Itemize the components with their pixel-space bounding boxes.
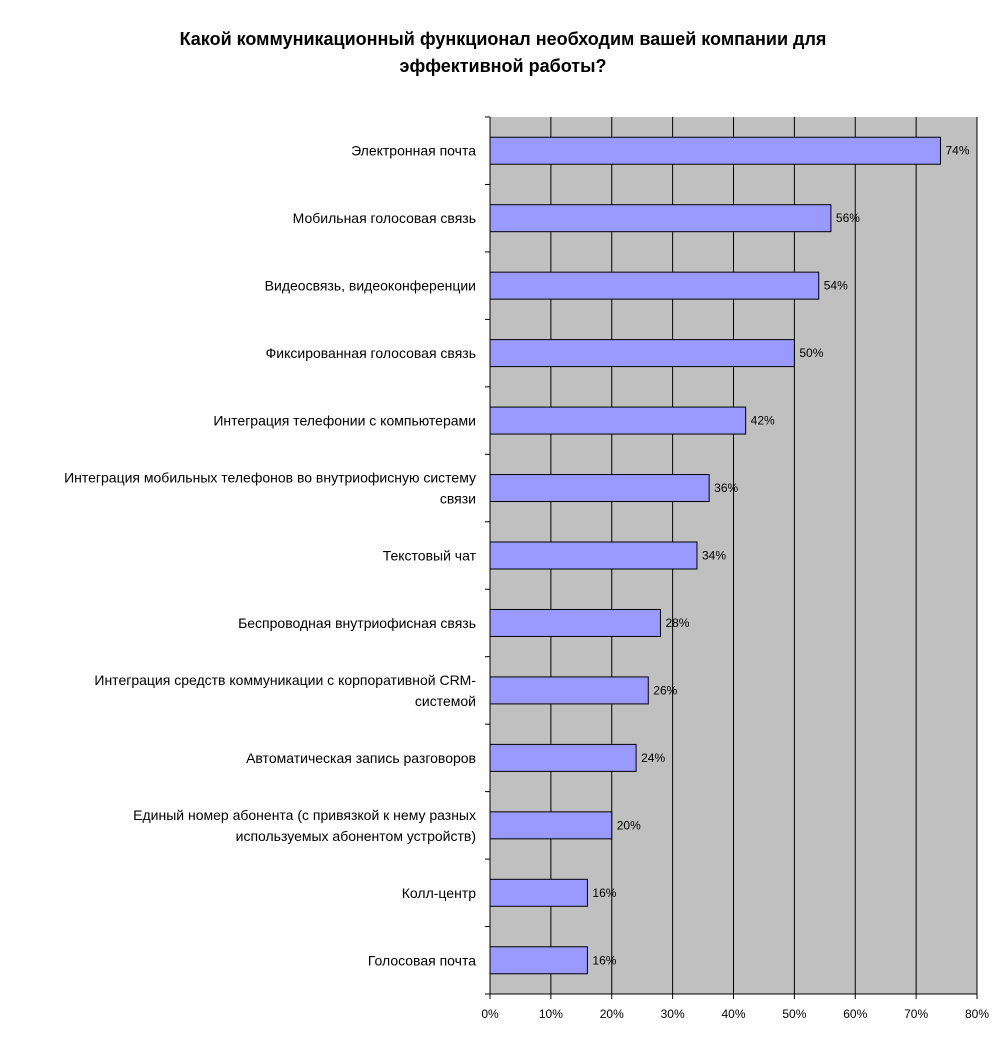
bar	[489, 474, 710, 503]
bar	[489, 743, 637, 772]
data-label: 24%	[641, 751, 665, 765]
bar	[489, 204, 832, 233]
data-label: 34%	[702, 549, 726, 563]
data-label: 42%	[751, 414, 775, 428]
category-label: Единый номер абонента (с привязкой к нем…	[133, 807, 476, 823]
data-label: 16%	[592, 953, 616, 967]
data-label: 36%	[714, 481, 738, 495]
category-label: Фиксированная голосовая связь	[266, 345, 476, 361]
data-label: 20%	[617, 818, 641, 832]
x-tick-labels: 0% 10% 20% 30% 40% 50% 60% 70% 80%	[481, 1007, 989, 1021]
x-tick-label: 80%	[965, 1007, 989, 1021]
bar	[489, 136, 941, 165]
bar	[489, 541, 698, 570]
x-tick-label: 60%	[843, 1007, 867, 1021]
bar	[489, 878, 588, 907]
bar	[489, 406, 747, 435]
x-tick-label: 10%	[539, 1007, 563, 1021]
data-label: 56%	[836, 211, 860, 225]
data-labels: 74% 56% 54% 50% 42% 36% 34% 28% 26% 24% 20% 16% 16%	[592, 144, 969, 968]
category-label: Электронная почта	[351, 143, 476, 159]
category-label: Текстовый чат	[383, 548, 477, 564]
category-label: Видеосвязь, видеоконференции	[265, 278, 476, 294]
category-label: Колл-центр	[402, 885, 476, 901]
category-label: Беспроводная внутриофисная связь	[238, 615, 476, 631]
category-label: Интеграция телефонии с компьютерами	[213, 413, 476, 429]
bar	[489, 811, 613, 840]
x-tick-label: 0%	[481, 1007, 499, 1021]
category-label: Интеграция средств коммуникации с корпор…	[94, 672, 476, 688]
category-label: системой	[415, 693, 476, 709]
category-labels: Электронная почта Мобильная голосовая свя…	[64, 143, 477, 969]
data-label: 50%	[799, 346, 823, 360]
data-label: 26%	[653, 683, 677, 697]
bar	[489, 946, 588, 975]
data-label: 74%	[945, 144, 969, 158]
axes	[485, 116, 978, 999]
category-label: Интеграция мобильных телефонов во внутри…	[64, 470, 476, 486]
data-label: 28%	[665, 616, 689, 630]
x-tick-label: 30%	[661, 1007, 685, 1021]
x-tick-label: 70%	[904, 1007, 928, 1021]
bar	[489, 339, 795, 368]
x-tick-label: 50%	[782, 1007, 806, 1021]
bar	[489, 608, 661, 637]
bar	[489, 676, 649, 705]
x-tick-label: 20%	[600, 1007, 624, 1021]
category-label: связи	[440, 491, 476, 507]
data-label: 16%	[592, 886, 616, 900]
chart-title-line-2: эффективной работы?	[400, 56, 607, 76]
chart-title-line-1: Какой коммуникационный функционал необхо…	[180, 29, 827, 49]
data-label: 54%	[824, 279, 848, 293]
category-label: Автоматическая запись разговоров	[246, 750, 476, 766]
category-label: Мобильная голосовая связь	[293, 210, 476, 226]
category-label: используемых абонентом устройств)	[236, 828, 476, 844]
x-tick-label: 40%	[721, 1007, 745, 1021]
bar	[489, 271, 820, 300]
category-label: Голосовая почта	[368, 952, 476, 968]
